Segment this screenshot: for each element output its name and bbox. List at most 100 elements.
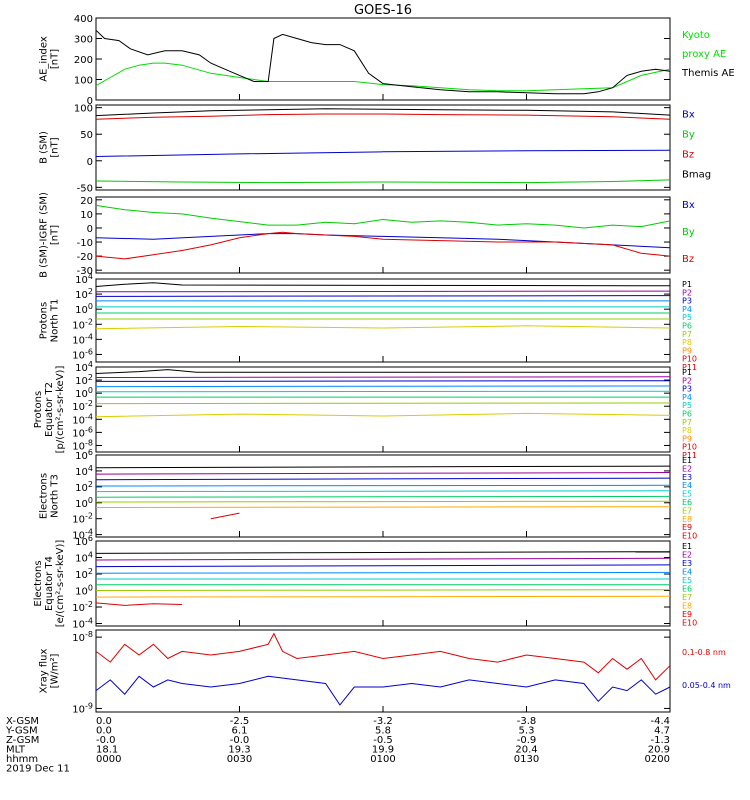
legend-entry: E2 [682,464,692,473]
x-axis-value: -3.8 [517,716,537,727]
legend-entry: P3 [682,297,692,306]
series-p4 [95,385,671,388]
series-bx [95,233,671,249]
y-axis-label: Xray flux [39,649,50,694]
series-e7 [95,500,671,503]
legend-entry: E1 [682,456,692,465]
legend-entry: P1 [682,280,692,289]
legend-entry: E7 [682,593,692,602]
legend-entry: P7 [682,418,692,427]
x-axis-row-label: MLT [6,745,26,756]
legend-entry: By [682,130,695,141]
x-axis-row-label: Y-GSM [5,726,38,737]
legend-entry: P6 [682,410,692,419]
panel-8: 10-8 10-9 Xray flux [W/m²] 0.1-0.8 nm 0.05-0.… [39,629,731,715]
x-axis-value: -0.0 [96,735,116,746]
series-p3 [95,380,671,382]
y-tick-label: 102 [75,373,93,387]
y-tick-label: 10-8 [72,438,93,452]
y-tick-label: 400 [74,14,93,25]
series-by [95,204,671,229]
x-axis-value: -0.9 [517,735,537,746]
y-tick-label: 104 [75,464,93,478]
legend-entry: E5 [682,576,692,585]
series-p3 [95,295,671,297]
series-bz [95,231,671,260]
y-axis-label: [nT] [50,49,61,69]
legend-entry: E4 [682,481,692,490]
legend-entry: P4 [682,393,692,402]
legend-entry: P5 [682,401,692,410]
series-e8 [95,595,671,598]
legend-entry: P10 [682,443,697,452]
x-axis-value: 20.4 [515,745,537,756]
y-tick-label: 10-9 [72,701,93,715]
x-axis-value: 6.1 [232,726,248,737]
y-tick-label: 106 [75,534,93,548]
series-e4 [95,571,671,574]
series-by [95,179,671,184]
legend-entry: E1 [682,542,692,551]
series-p7 [95,402,671,405]
legend-entry: E6 [682,498,692,507]
legend-entry: P2 [682,288,692,297]
legend-entry: P3 [682,385,692,394]
legend-entry: E10 [682,619,697,628]
series-e2 [95,557,671,561]
y-tick-label: 10-4 [72,528,93,542]
series-e6 [95,495,671,498]
legend-entry: Bx [682,200,695,211]
y-axis-label: Electrons [33,560,44,606]
legend-entry: P2 [682,376,692,385]
x-axis-value: 0200 [645,754,670,765]
x-axis-value: 0.0 [96,726,112,737]
series-0-1-0-8-nm [95,632,671,681]
y-tick-label: 100 [75,584,93,598]
x-axis-value: -3.2 [373,716,393,727]
series-themis-ae [95,29,671,95]
y-tick-label: 102 [75,567,93,581]
legend-entry: By [682,227,695,238]
y-tick-label: 100 [74,104,93,115]
y-axis-label: North T3 [50,474,61,518]
y-tick-label: 10-2 [72,399,93,413]
series-p8 [95,412,671,418]
legend-entry: Bmag [682,170,711,181]
series-kyoto-proxy-ae [95,62,671,92]
y-axis-label: B (SM)-IGRF (SM) [39,192,50,278]
y-axis-label: Equator T4 [44,556,55,611]
x-axis-value: 19.9 [372,745,394,756]
x-axis-value: -4.4 [650,716,670,727]
legend-entry: E6 [682,585,692,594]
panel-3: 20 10 0 -10 -20 -30 B (SM)-IGRF (SM) [nT] Bx By Bz [39,192,695,278]
legend-entry: P11 [682,451,697,460]
y-tick-label: 0 [87,224,93,235]
legend-entry: E3 [682,559,692,568]
legend-entry: Bx [682,110,695,121]
panel-frame [95,629,671,713]
legend-entry: E7 [682,506,692,515]
y-tick-label: 100 [75,496,93,510]
x-axis-value: -0.5 [373,735,393,746]
panel-2: 100 50 0 -50 B (SM) [nT] Bx By Bz Bmag [39,104,712,195]
legend-entry: E9 [682,523,692,532]
series-p1 [95,369,670,374]
y-axis-label: [e/(cm²-s-sr-keV)] [55,540,66,628]
y-tick-label: 300 [74,35,93,46]
y-tick-label: 10-2 [72,317,93,331]
y-tick-label: 20 [80,196,93,207]
series-e7 [95,589,671,591]
y-axis-label: Electrons [39,473,50,519]
legend-entry: P9 [682,346,692,355]
y-tick-label: 102 [75,480,93,494]
x-axis-row-label: X-GSM [6,716,39,727]
y-axis-label: B (SM) [39,131,50,164]
panel-1: 400 300 200 100 0 AE_index [nT] Kyoto proxy AE Th… [39,14,735,107]
legend-entry: P9 [682,434,692,443]
x-axis-value: 5.8 [375,726,391,737]
